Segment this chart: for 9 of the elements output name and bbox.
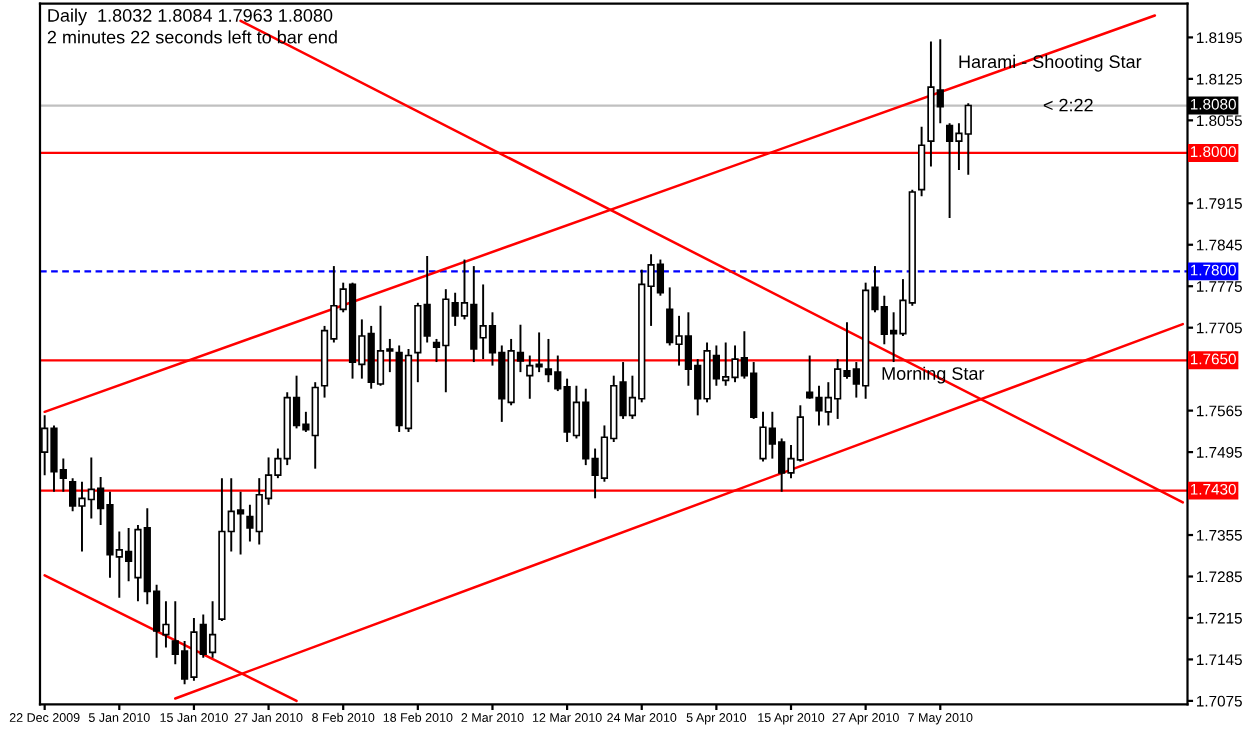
annotation: Harami - Shooting Star <box>959 54 1142 72</box>
chart-title: Daily 1.8032 1.8084 1.7963 1.8080 <box>48 8 333 26</box>
candlestick <box>236 490 245 556</box>
annotation: < 2:22 <box>1043 98 1093 112</box>
candlestick <box>544 337 553 384</box>
candlestick <box>376 304 385 387</box>
candlestick <box>208 600 217 659</box>
text: 2 minutes 22 seconds left to bar end <box>47 30 337 44</box>
candlestick <box>917 125 926 198</box>
